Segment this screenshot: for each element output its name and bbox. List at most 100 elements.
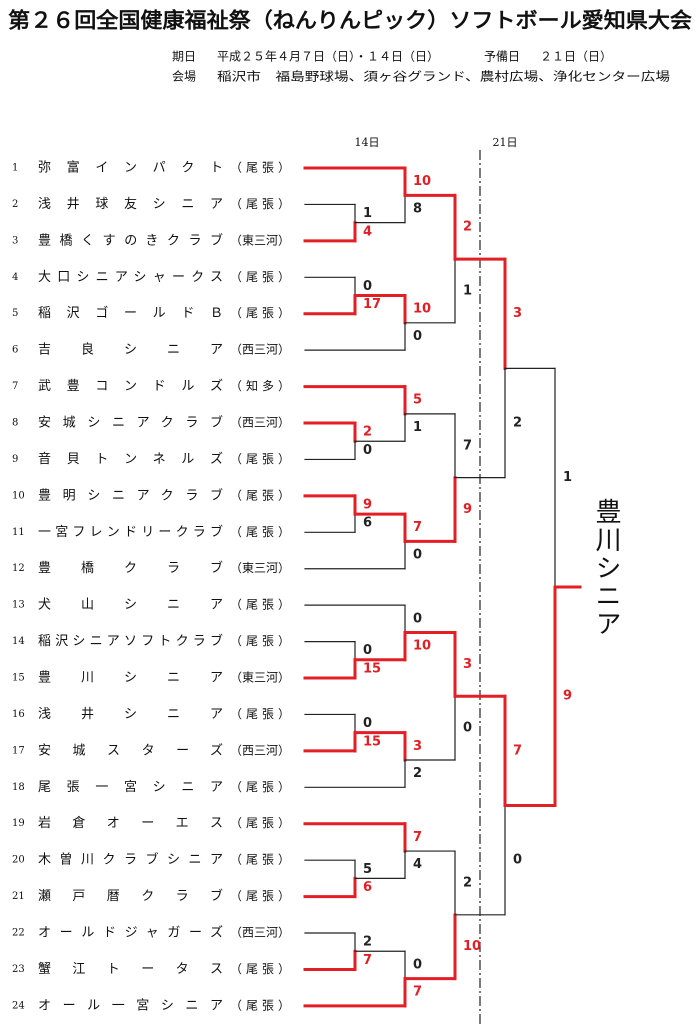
score: 2 bbox=[463, 875, 472, 890]
score: 10 bbox=[463, 939, 481, 954]
team-number: 19 bbox=[12, 818, 25, 829]
team-name: 豊明シニアクラブ bbox=[38, 487, 223, 503]
team-name: 音貝トンネルズ bbox=[38, 451, 223, 467]
team-region: （東三河） bbox=[230, 671, 290, 685]
score: 7 bbox=[363, 953, 372, 968]
score: 10 bbox=[413, 302, 431, 317]
team-name: 大口シニアシャークス bbox=[38, 270, 223, 285]
team-name: 武豊コンドルズ bbox=[38, 378, 223, 394]
team-name: 弥富インパクト bbox=[38, 160, 223, 176]
team-region: （尾張） bbox=[230, 853, 290, 867]
team-name: 豊川シニア bbox=[38, 671, 223, 686]
team-number: 2 bbox=[12, 199, 18, 210]
score: 0 bbox=[413, 548, 422, 563]
team-number: 17 bbox=[12, 745, 25, 756]
team-region: （知多） bbox=[230, 379, 290, 393]
team-name: 尾張一宮シニア bbox=[38, 779, 223, 795]
team-region: （尾張） bbox=[230, 488, 290, 502]
team-name: 稲沢ゴールドＢ bbox=[38, 305, 223, 321]
score: 7 bbox=[413, 520, 422, 535]
team-region: （東三河） bbox=[230, 233, 290, 247]
team-number: 14 bbox=[12, 636, 25, 647]
team-region: （尾張） bbox=[230, 525, 290, 539]
title: 第２６回全国健康福祉祭（ねんりんピック）ソフトボール愛知県大会 bbox=[8, 8, 692, 33]
team-name: オールドジャガーズ bbox=[38, 925, 223, 941]
score: 9 bbox=[363, 497, 372, 512]
day-label: 14日 bbox=[355, 136, 380, 149]
team-region: （西三河） bbox=[230, 926, 290, 940]
team-region: （西三河） bbox=[230, 416, 290, 430]
team-region: （尾張） bbox=[230, 816, 290, 830]
team-number: 16 bbox=[12, 709, 25, 720]
team-name: 蟹江トータス bbox=[38, 962, 223, 977]
champion: 豊川シニア bbox=[591, 498, 621, 638]
team-name: 稲沢シニアソフトクラブ bbox=[38, 633, 223, 649]
score: 7 bbox=[513, 743, 522, 758]
score: 4 bbox=[363, 224, 372, 239]
team-number: 13 bbox=[12, 600, 25, 611]
team-name: 浅井シニア bbox=[38, 707, 223, 722]
score: 2 bbox=[513, 416, 522, 431]
team-region: （尾張） bbox=[230, 707, 290, 721]
reserve-date: ２１日（日） bbox=[540, 50, 612, 64]
score: 5 bbox=[413, 393, 422, 408]
team-number: 7 bbox=[12, 381, 18, 392]
score: 0 bbox=[413, 957, 422, 972]
team-number: 5 bbox=[12, 308, 18, 319]
score: 17 bbox=[363, 297, 381, 312]
score: 15 bbox=[363, 734, 381, 749]
team-number: 18 bbox=[12, 782, 25, 793]
team-number: 15 bbox=[12, 673, 25, 684]
date-label: 期日 bbox=[172, 50, 196, 64]
score: 15 bbox=[363, 661, 381, 676]
team-region: （尾張） bbox=[230, 780, 290, 794]
team-region: （尾張） bbox=[230, 889, 290, 903]
score: 10 bbox=[413, 639, 431, 654]
team-name: 吉良シニア bbox=[38, 342, 223, 358]
team-region: （尾張） bbox=[230, 634, 290, 648]
team-number: 23 bbox=[12, 964, 25, 975]
team-region: （尾張） bbox=[230, 161, 290, 175]
score: 1 bbox=[413, 420, 422, 435]
score: 6 bbox=[363, 880, 372, 895]
score: 2 bbox=[463, 220, 472, 235]
team-name: オール一宮シニア bbox=[38, 997, 223, 1013]
venue: 稲沢市 福島野球場、須ヶ谷グランド、農村広場、浄化センター広場 bbox=[217, 69, 670, 84]
score: 3 bbox=[513, 306, 522, 321]
venue-label: 会場 bbox=[172, 70, 196, 84]
team-name: 豊橋くすのきクラブ bbox=[38, 232, 223, 248]
team-name: 岩倉オーエス bbox=[38, 816, 223, 831]
score: 3 bbox=[413, 739, 422, 754]
team-region: （尾張） bbox=[230, 306, 290, 320]
reserve-label: 予備日 bbox=[484, 49, 520, 64]
team-number: 8 bbox=[12, 418, 18, 429]
team-number: 24 bbox=[12, 1000, 25, 1011]
score: 0 bbox=[413, 329, 422, 344]
team-name: 浅井球友シニア bbox=[38, 196, 223, 212]
day-label: 21日 bbox=[493, 136, 518, 149]
score: 7 bbox=[413, 830, 422, 845]
score: 1 bbox=[563, 470, 572, 485]
score: 7 bbox=[413, 985, 422, 1000]
team-number: 1 bbox=[12, 163, 18, 174]
score: 5 bbox=[363, 862, 372, 877]
score: 3 bbox=[463, 657, 472, 672]
team-name: 一宮フレンドリークラブ bbox=[38, 524, 223, 540]
team-number: 9 bbox=[12, 454, 18, 465]
team-name: 安城シニアクラブ bbox=[38, 415, 223, 431]
team-number: 20 bbox=[12, 855, 25, 866]
team-region: （尾張） bbox=[230, 998, 290, 1012]
score: 0 bbox=[363, 643, 372, 658]
team-number: 4 bbox=[12, 272, 18, 283]
team-region: （尾張） bbox=[230, 598, 290, 612]
score: 2 bbox=[363, 425, 372, 440]
score: 7 bbox=[463, 438, 472, 453]
team-name: 犬山シニア bbox=[38, 598, 223, 613]
team-name: 木曽川クラブシニア bbox=[38, 852, 223, 868]
score: 4 bbox=[413, 857, 422, 872]
score: 9 bbox=[463, 502, 472, 517]
score: 9 bbox=[563, 689, 572, 704]
score: 6 bbox=[363, 516, 372, 531]
team-region: （西三河） bbox=[230, 343, 290, 357]
